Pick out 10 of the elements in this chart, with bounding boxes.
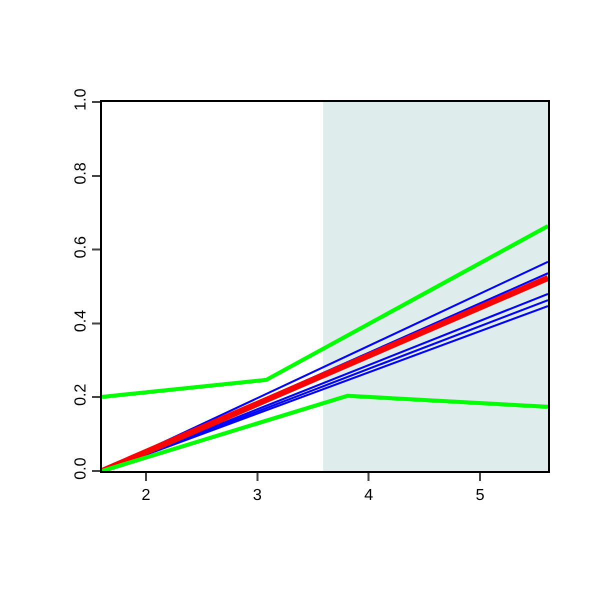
y-tick-label: 0.8 xyxy=(72,162,90,185)
y-tick-label: 0.2 xyxy=(72,384,90,406)
y-tick-label: 0.0 xyxy=(72,457,90,480)
y-tick-label: 0.4 xyxy=(72,310,90,332)
x-tick-label: 2 xyxy=(142,487,151,504)
y-tick-label: 0.6 xyxy=(72,236,90,258)
x-tick-label: 3 xyxy=(252,487,262,504)
x-tick-label: 5 xyxy=(476,487,485,504)
x-tick-label: 4 xyxy=(364,487,374,504)
y-tick-label: 1.0 xyxy=(72,88,90,111)
